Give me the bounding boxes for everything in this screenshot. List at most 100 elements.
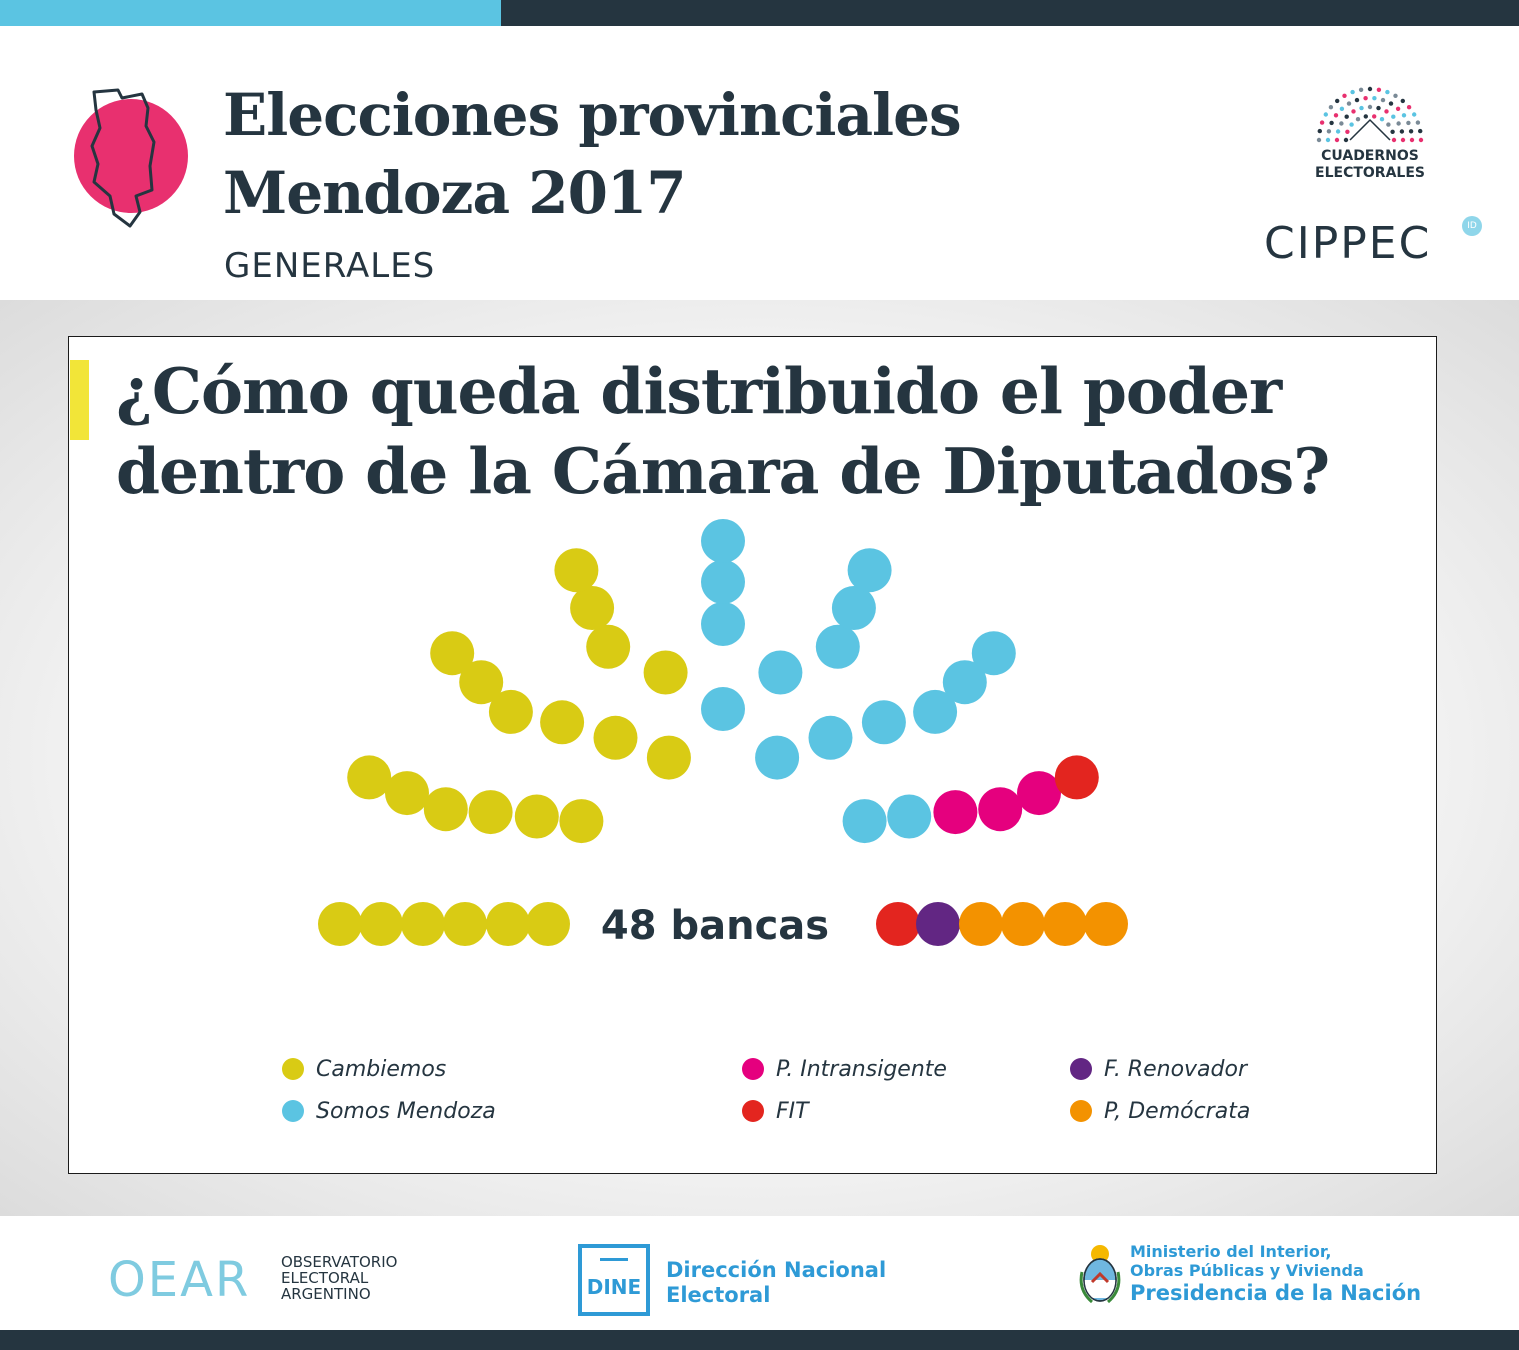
dine-line-1: Dirección Nacional xyxy=(666,1258,887,1282)
seat-cambiemos xyxy=(347,755,392,800)
legend-label: Somos Mendoza xyxy=(316,1098,496,1124)
seat-p-intransigente xyxy=(1017,771,1061,816)
seat-cambiemos xyxy=(540,700,585,745)
seat-p-dem-crata xyxy=(959,902,1003,946)
seat-total-label: 48 bancas xyxy=(601,903,829,949)
mendoza-map-icon xyxy=(74,88,188,228)
seat-p-dem-crata xyxy=(1084,902,1128,946)
legend-item: P, Demócrata xyxy=(1070,1096,1250,1126)
seat-p-dem-crata xyxy=(1001,902,1045,946)
seat-cambiemos xyxy=(488,689,533,734)
legend-item: P. Intransigente xyxy=(742,1054,947,1084)
dine-logo-box: DINE xyxy=(578,1244,650,1316)
page-title-line-2: Mendoza 2017 xyxy=(223,159,687,227)
seat-cambiemos xyxy=(514,794,559,839)
seat-cambiemos xyxy=(359,902,403,946)
ministerio-line-2: Obras Públicas y Vivienda xyxy=(1130,1261,1364,1280)
top-bar-dark xyxy=(501,0,1519,26)
cippec-logo: CIPPEC xyxy=(1264,218,1432,269)
seat-cambiemos xyxy=(401,902,445,946)
ministerio-logo-text: Ministerio del Interior, Obras Públicas … xyxy=(1130,1242,1421,1307)
chart-question-line-2: dentro de la Cámara de Diputados? xyxy=(116,434,1330,508)
seat-somos-mendoza xyxy=(755,735,800,780)
hemicycle-logo-icon xyxy=(1316,86,1424,143)
oear-line-3: ARGENTINO xyxy=(281,1285,371,1303)
header xyxy=(0,26,1519,300)
seat-somos-mendoza xyxy=(847,548,892,593)
seat-cambiemos xyxy=(559,799,604,844)
seat-cambiemos xyxy=(586,624,631,669)
seat-cambiemos xyxy=(643,650,688,695)
oear-logo: OEAR xyxy=(108,1252,251,1308)
legend-label: P. Intransigente xyxy=(776,1056,947,1082)
seat-cambiemos xyxy=(385,771,429,816)
legend-item: FIT xyxy=(742,1096,809,1126)
legend-label: F. Renovador xyxy=(1104,1056,1247,1082)
legend-swatch xyxy=(282,1058,304,1080)
bottom-bar xyxy=(0,1330,1519,1350)
seat-somos-mendoza xyxy=(701,560,745,604)
seat-cambiemos xyxy=(430,631,475,676)
seat-somos-mendoza xyxy=(808,715,853,760)
oear-logo-text: OBSERVATORIO ELECTORAL ARGENTINO xyxy=(281,1254,397,1302)
national-coat-of-arms-icon xyxy=(1079,1245,1121,1304)
page-title-line-1: Elecciones provinciales xyxy=(223,81,962,149)
seat-cambiemos xyxy=(459,660,504,705)
dine-logo-text: Dirección Nacional Electoral xyxy=(666,1258,886,1308)
oear-line-2: ELECTORAL xyxy=(281,1269,369,1287)
seat-p-dem-crata xyxy=(1043,902,1087,946)
seat-somos-mendoza xyxy=(913,689,958,734)
chart-question-line-1: ¿Cómo queda distribuido el poder xyxy=(116,354,1282,428)
chart-panel xyxy=(68,336,1437,1174)
legend-swatch xyxy=(742,1100,764,1122)
seat-somos-mendoza xyxy=(758,650,803,695)
seat-somos-mendoza xyxy=(971,631,1016,676)
legend-swatch xyxy=(1070,1058,1092,1080)
heading-accent-bar xyxy=(70,360,89,440)
legend-item: F. Renovador xyxy=(1070,1054,1247,1084)
seat-somos-mendoza xyxy=(701,519,745,563)
seat-cambiemos xyxy=(554,548,599,593)
legend-item: Cambiemos xyxy=(282,1054,446,1084)
seat-cambiemos xyxy=(570,586,615,630)
seat-cambiemos xyxy=(486,902,530,946)
seat-somos-mendoza xyxy=(842,799,887,844)
oear-line-1: OBSERVATORIO xyxy=(281,1253,398,1271)
seat-somos-mendoza xyxy=(701,687,745,731)
dine-line-2: Electoral xyxy=(666,1283,771,1307)
legend-swatch xyxy=(1070,1100,1092,1122)
legend-item: Somos Mendoza xyxy=(282,1096,496,1126)
legend-label: Cambiemos xyxy=(316,1056,447,1082)
cippec-badge-icon: ID xyxy=(1462,216,1482,236)
legend-swatch xyxy=(742,1058,764,1080)
seat-somos-mendoza xyxy=(942,660,987,705)
seat-somos-mendoza xyxy=(701,602,745,646)
seat-p-intransigente xyxy=(978,787,1023,832)
top-bar-accent xyxy=(0,0,501,26)
seat-cambiemos xyxy=(526,902,570,946)
ministerio-line-3: Presidencia de la Nación xyxy=(1130,1281,1422,1305)
seat-cambiemos xyxy=(423,787,468,832)
seat-somos-mendoza xyxy=(815,624,860,669)
seat-cambiemos xyxy=(593,715,638,760)
cuadernos-line-2: ELECTORALES xyxy=(1315,165,1425,181)
legend-label: FIT xyxy=(776,1098,809,1124)
seat-p-intransigente xyxy=(933,790,978,835)
seat-cambiemos xyxy=(318,902,362,946)
seat-somos-mendoza xyxy=(861,700,906,745)
seat-cambiemos xyxy=(468,790,513,835)
cuadernos-electorales-logo: CUADERNOS ELECTORALES xyxy=(1300,148,1440,182)
legend-swatch xyxy=(282,1100,304,1122)
seat-f-renovador xyxy=(916,902,960,946)
seat-fit xyxy=(876,902,920,946)
cuadernos-line-1: CUADERNOS xyxy=(1321,148,1419,164)
seat-cambiemos xyxy=(443,902,487,946)
seat-somos-mendoza xyxy=(887,794,932,839)
seat-somos-mendoza xyxy=(831,586,876,630)
seat-cambiemos xyxy=(646,735,691,780)
page-subtitle: GENERALES xyxy=(224,246,436,286)
seat-fit xyxy=(1054,755,1099,800)
ministerio-line-1: Ministerio del Interior, xyxy=(1130,1242,1332,1261)
legend-label: P, Demócrata xyxy=(1104,1098,1251,1124)
